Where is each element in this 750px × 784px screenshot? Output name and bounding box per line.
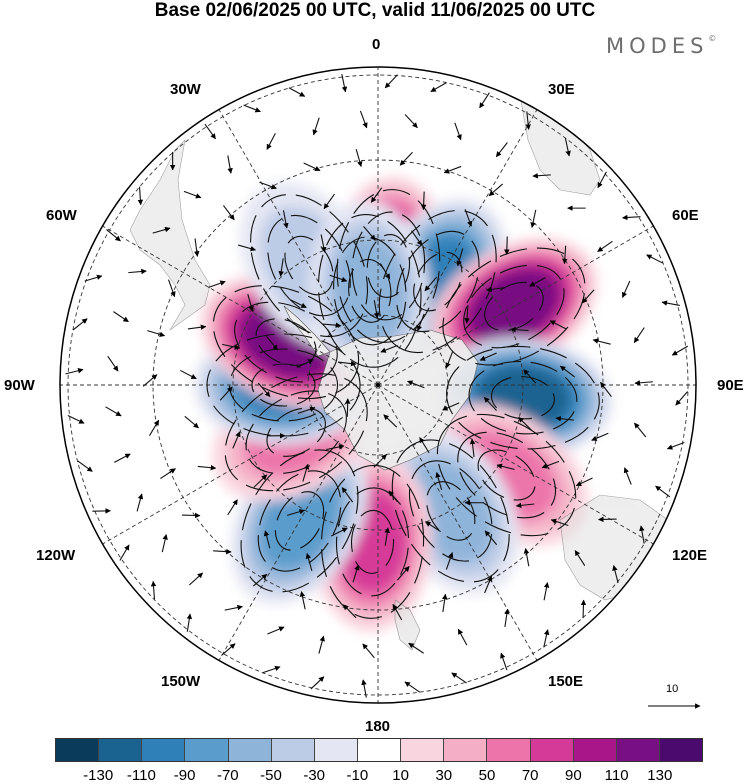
wind-arrow [182, 515, 200, 516]
lon-label-60e: 60E [672, 208, 699, 224]
colorbar [55, 738, 703, 762]
colorbar-swatch [660, 739, 702, 761]
lon-label-150e: 150E [548, 674, 583, 690]
lon-label-0: 0 [372, 37, 380, 53]
colorbar-swatch [617, 739, 660, 761]
lon-label-30e: 30E [548, 82, 575, 98]
colorbar-swatch [358, 739, 401, 761]
colorbar-swatch [444, 739, 487, 761]
colorbar-tick-label: 50 [479, 767, 496, 784]
wind-arrow [347, 399, 348, 417]
colorbar-swatch [272, 739, 315, 761]
pole-marker [376, 383, 380, 387]
reference-vector-label: 10 [666, 683, 678, 695]
colorbar-swatch [185, 739, 228, 761]
colorbar-tick-label: 110 [605, 767, 629, 784]
lon-label-90e: 90E [717, 378, 744, 394]
colorbar-tick-label: -90 [174, 767, 196, 784]
colorbar-tick-label: -110 [127, 767, 156, 784]
wind-arrow [507, 236, 508, 254]
colorbar-tick-label: -30 [303, 767, 325, 784]
colorbar-tick-label: 10 [392, 767, 409, 784]
colorbar-tick-label: -10 [347, 767, 369, 784]
colorbar-tick-label: 130 [647, 767, 672, 784]
colorbar-swatch [56, 739, 99, 761]
colorbar-swatch [401, 739, 444, 761]
lon-label-150w: 150W [161, 674, 200, 690]
lon-label-30w: 30W [170, 82, 201, 98]
colorbar-swatch [574, 739, 617, 761]
wind-arrow [583, 600, 584, 618]
colorbar-tick-label: 90 [565, 767, 582, 784]
colorbar-swatch [315, 739, 358, 761]
colorbar-swatch [531, 739, 574, 761]
colorbar-tick-label: 70 [522, 767, 539, 784]
polar-map [0, 0, 750, 735]
wind-arrow [423, 192, 424, 210]
colorbar-swatch [99, 739, 142, 761]
lon-label-90w: 90W [4, 378, 35, 394]
lon-label-120w: 120W [36, 548, 75, 564]
lon-label-60w: 60W [46, 208, 77, 224]
colorbar-swatch [142, 739, 185, 761]
colorbar-tick-label: -130 [83, 767, 113, 784]
lon-label-120e: 120E [672, 548, 707, 564]
lon-label-180: 180 [365, 719, 390, 735]
colorbar-swatch [229, 739, 272, 761]
colorbar-swatch [487, 739, 530, 761]
colorbar-tick-label: -70 [217, 767, 239, 784]
colorbar-tick-label: -50 [260, 767, 282, 784]
colorbar-tick-label: 30 [435, 767, 452, 784]
